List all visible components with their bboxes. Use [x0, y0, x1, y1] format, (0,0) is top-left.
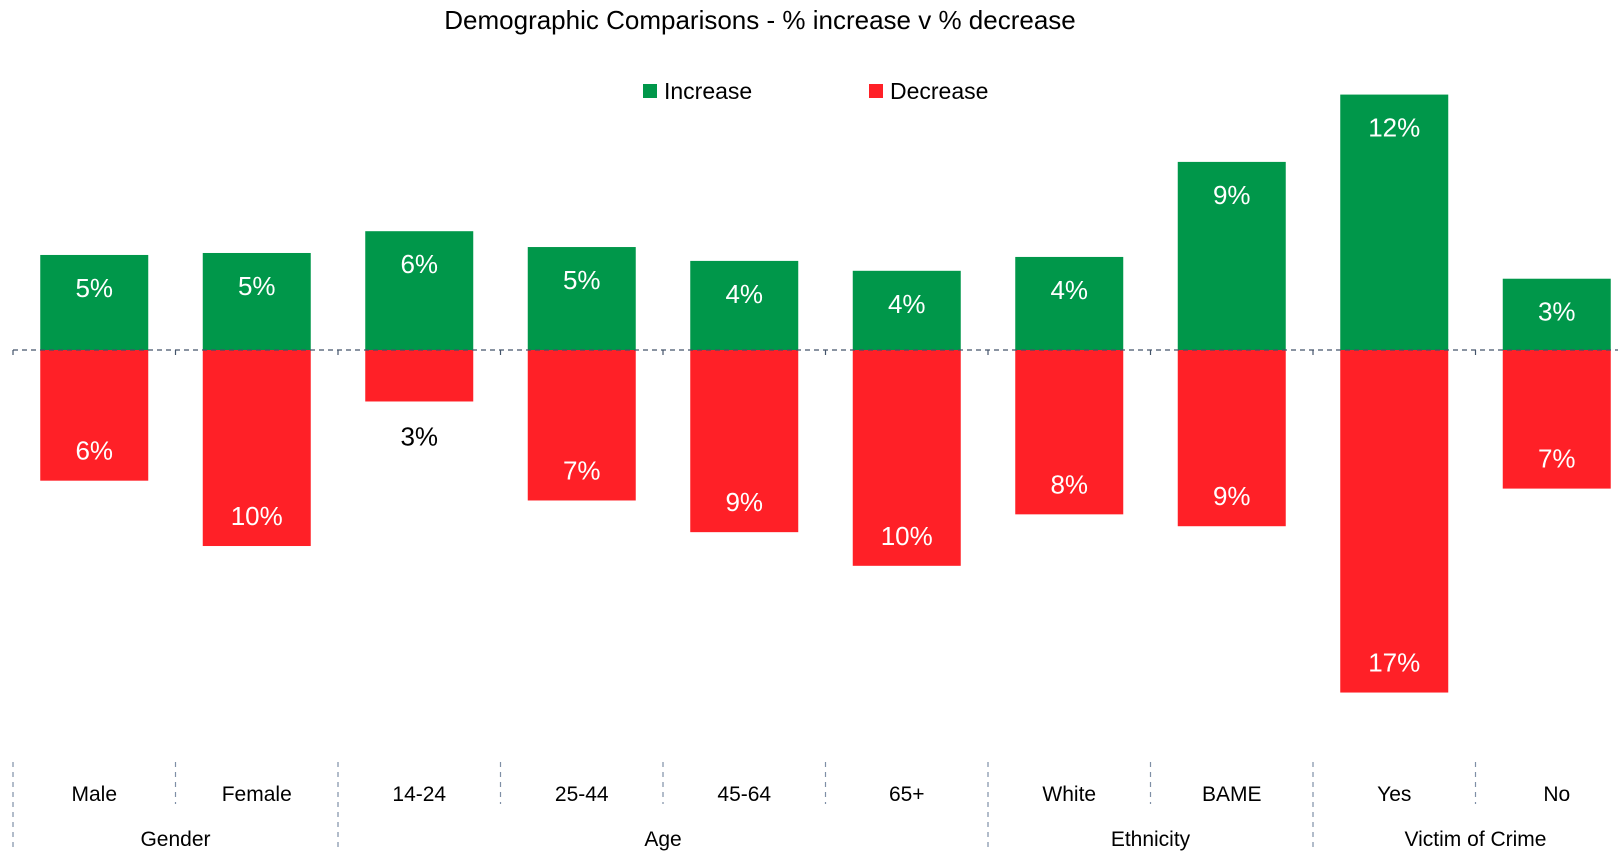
bar-decrease [202, 350, 311, 547]
bar-decrease [852, 350, 961, 566]
data-label-increase: 4% [1050, 275, 1088, 305]
data-label-decrease: 3% [400, 421, 438, 451]
x-axis: Male Female 14-24 25-44 45-64 65+ White BAME Yes… [12, 762, 1570, 852]
category-label: Male [71, 783, 117, 806]
legend: Increase Decrease [643, 78, 988, 104]
category-label: Female [222, 783, 292, 806]
bar-decrease [690, 350, 799, 533]
data-label-decrease: 7% [563, 455, 601, 485]
data-label-increase: 6% [400, 249, 438, 279]
group-label: Victim of Crime [1405, 828, 1547, 851]
bar-decrease [1177, 350, 1286, 527]
data-label-decrease: 10% [881, 521, 933, 551]
bar-increase [40, 254, 149, 350]
data-label-increase: 5% [238, 271, 276, 301]
group-label: Gender [140, 828, 210, 851]
data-label-decrease: 6% [75, 436, 113, 466]
bar-decrease [1015, 350, 1124, 515]
category-label: White [1042, 783, 1096, 806]
category-label: 25-44 [555, 783, 609, 806]
data-label-increase: 5% [75, 273, 113, 303]
chart-title: Demographic Comparisons - % increase v %… [444, 5, 1076, 35]
bar-increase [1177, 161, 1286, 350]
bar-decrease [365, 350, 474, 402]
data-label-increase: 4% [725, 279, 763, 309]
plot-area: 5% 6% 5% 10% 6% 3% 5% 7% 4% 9% 4% 10% 4% 8% 9% 9% 12% 17%… [40, 94, 1611, 693]
data-label-increase: 9% [1213, 180, 1251, 210]
category-label: No [1543, 783, 1570, 806]
bar-increase [852, 270, 961, 350]
data-label-decrease: 17% [1368, 648, 1420, 678]
data-label-increase: 12% [1368, 113, 1420, 143]
bar-increase [690, 260, 799, 350]
category-label: BAME [1202, 783, 1262, 806]
bar-increase [1340, 94, 1449, 350]
data-label-decrease: 9% [1213, 481, 1251, 511]
group-label: Ethnicity [1111, 828, 1191, 851]
bar-increase [365, 231, 474, 350]
data-label-decrease: 9% [725, 487, 763, 517]
data-label-increase: 4% [888, 289, 926, 319]
bar-increase [1015, 256, 1124, 350]
legend-label-decrease: Decrease [890, 78, 988, 104]
legend-label-increase: Increase [664, 78, 752, 104]
data-label-decrease: 7% [1538, 444, 1576, 474]
bar-decrease [1502, 350, 1611, 489]
category-label: 65+ [889, 783, 925, 806]
category-label: 14-24 [392, 783, 446, 806]
bar-decrease [40, 350, 149, 481]
legend-swatch-decrease [869, 84, 883, 98]
bar-decrease [527, 350, 636, 501]
category-label: 45-64 [717, 783, 771, 806]
bar-increase [527, 247, 636, 350]
legend-swatch-increase [643, 84, 657, 98]
data-label-decrease: 8% [1050, 469, 1088, 499]
bar-increase [1502, 278, 1611, 350]
baseline-ticks [12, 350, 1477, 355]
bar-decrease [1340, 350, 1449, 693]
category-label: Yes [1377, 783, 1411, 806]
data-label-decrease: 10% [231, 501, 283, 531]
group-label: Age [644, 828, 681, 851]
data-label-increase: 5% [563, 265, 601, 295]
bar-increase [202, 252, 311, 350]
data-label-increase: 3% [1538, 297, 1576, 327]
